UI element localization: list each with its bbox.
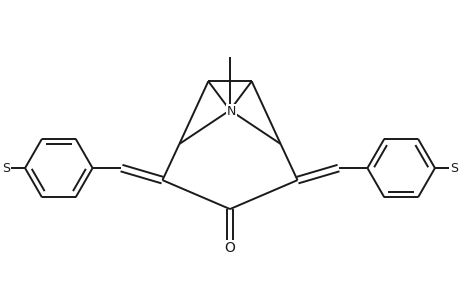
Text: N: N <box>226 105 235 118</box>
Text: S: S <box>449 162 457 175</box>
Text: S: S <box>2 162 10 175</box>
Text: O: O <box>224 241 235 255</box>
